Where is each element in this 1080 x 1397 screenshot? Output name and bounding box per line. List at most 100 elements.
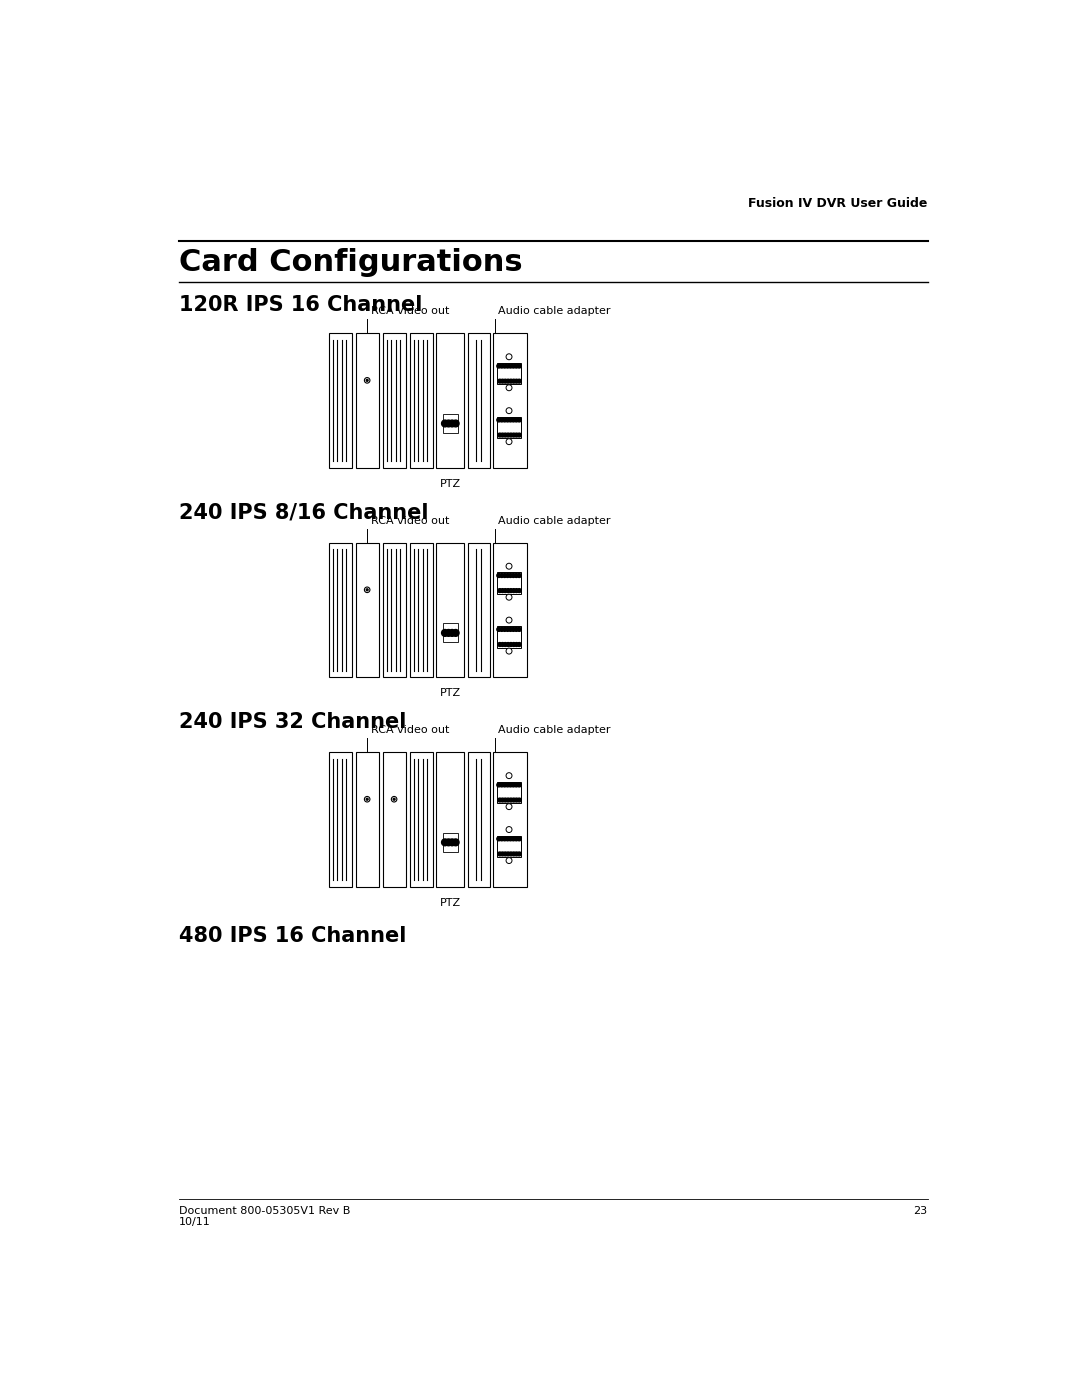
Text: PTZ: PTZ [440,689,461,698]
Circle shape [366,798,368,800]
Circle shape [453,420,459,427]
Circle shape [514,837,518,841]
Text: PTZ: PTZ [440,898,461,908]
Bar [328,542,352,678]
Circle shape [498,643,502,647]
Bar [443,623,458,643]
Circle shape [501,433,504,437]
Circle shape [507,643,510,647]
Text: 240 IPS 8/16 Channel: 240 IPS 8/16 Channel [179,503,429,522]
Circle shape [498,433,502,437]
Circle shape [442,840,448,845]
Text: RCA video out: RCA video out [372,725,449,735]
Circle shape [514,782,518,787]
Circle shape [366,588,368,591]
Circle shape [503,379,508,383]
Circle shape [502,837,507,841]
Circle shape [503,588,508,592]
Circle shape [517,433,522,437]
Circle shape [507,648,512,654]
Bar [494,752,527,887]
Circle shape [517,837,522,841]
Circle shape [502,365,507,367]
Bar [409,542,433,678]
Circle shape [366,380,368,381]
Circle shape [505,365,510,367]
Circle shape [514,798,518,802]
Circle shape [509,433,513,437]
Circle shape [509,852,513,856]
Circle shape [445,420,451,427]
Bar [443,833,458,852]
Circle shape [500,365,503,367]
Circle shape [391,796,396,802]
Circle shape [507,858,512,863]
Circle shape [497,782,501,787]
Circle shape [442,630,448,636]
Circle shape [502,627,507,631]
Circle shape [512,418,515,422]
Circle shape [364,377,370,383]
Circle shape [507,588,510,592]
Circle shape [502,418,507,422]
Circle shape [512,379,515,383]
Circle shape [517,852,522,856]
Circle shape [497,574,501,577]
Bar [409,752,433,887]
Circle shape [514,574,518,577]
Text: RCA video out: RCA video out [372,515,449,525]
Circle shape [514,588,518,592]
Circle shape [498,798,502,802]
Circle shape [453,630,459,636]
Circle shape [500,574,503,577]
Circle shape [503,643,508,647]
Circle shape [509,418,512,422]
Bar [497,782,522,803]
Text: 10/11: 10/11 [179,1217,211,1227]
Circle shape [509,627,512,631]
Bar [497,363,522,384]
Circle shape [514,627,518,631]
Circle shape [512,852,515,856]
Circle shape [501,643,504,647]
Bar [494,542,527,678]
Circle shape [507,353,512,360]
Text: PTZ: PTZ [440,479,461,489]
Circle shape [514,643,518,647]
Circle shape [507,773,512,778]
Circle shape [512,433,515,437]
Circle shape [509,365,512,367]
Bar [443,414,458,433]
Circle shape [502,782,507,787]
Circle shape [448,630,456,636]
Circle shape [509,837,512,841]
Circle shape [505,418,510,422]
Circle shape [514,418,518,422]
Circle shape [497,365,501,367]
Bar [436,752,464,887]
Bar [355,334,379,468]
Bar [355,542,379,678]
Circle shape [514,852,518,856]
Bar [355,752,379,887]
Circle shape [517,418,522,422]
Circle shape [512,643,515,647]
Circle shape [505,574,510,577]
Bar [468,752,489,887]
Bar [409,334,433,468]
Circle shape [517,627,522,631]
Circle shape [509,574,512,577]
Circle shape [509,379,513,383]
Circle shape [512,365,515,367]
Circle shape [501,798,504,802]
Text: 23: 23 [914,1206,928,1215]
Circle shape [514,433,518,437]
Circle shape [498,852,502,856]
Circle shape [512,588,515,592]
Circle shape [448,420,456,427]
Circle shape [509,798,513,802]
Circle shape [507,433,510,437]
Circle shape [512,798,515,802]
Circle shape [509,782,512,787]
Circle shape [505,837,510,841]
